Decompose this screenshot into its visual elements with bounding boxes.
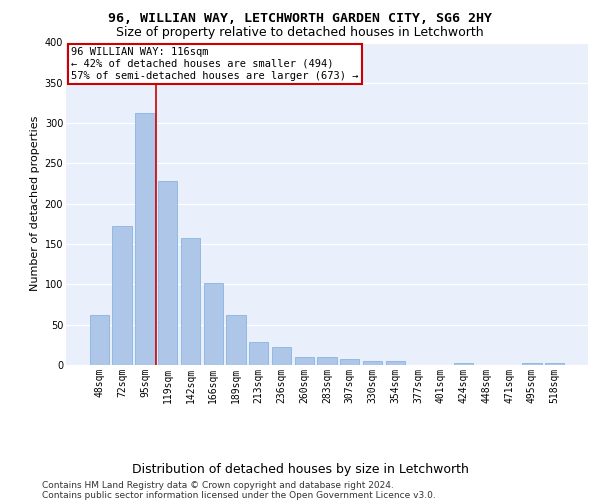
Bar (522, 364, 542, 365)
Y-axis label: Number of detached properties: Number of detached properties (31, 116, 40, 292)
Bar (317, 357, 337, 365)
Bar (295, 357, 314, 365)
Bar (363, 361, 382, 365)
Text: Contains HM Land Registry data © Crown copyright and database right 2024.: Contains HM Land Registry data © Crown c… (42, 481, 394, 490)
Text: Distribution of detached houses by size in Letchworth: Distribution of detached houses by size … (131, 462, 469, 475)
Text: 96, WILLIAN WAY, LETCHWORTH GARDEN CITY, SG6 2HY: 96, WILLIAN WAY, LETCHWORTH GARDEN CITY,… (108, 12, 492, 26)
Bar (90, 315, 109, 365)
Bar (340, 360, 359, 365)
Bar (454, 362, 473, 365)
Bar (203, 283, 223, 365)
Text: Contains public sector information licensed under the Open Government Licence v3: Contains public sector information licen… (42, 491, 436, 500)
Bar (272, 348, 291, 365)
Bar (226, 315, 245, 365)
Text: Size of property relative to detached houses in Letchworth: Size of property relative to detached ho… (116, 26, 484, 39)
Bar (386, 361, 405, 365)
Text: 96 WILLIAN WAY: 116sqm
← 42% of detached houses are smaller (494)
57% of semi-de: 96 WILLIAN WAY: 116sqm ← 42% of detached… (71, 48, 359, 80)
Bar (135, 112, 155, 365)
Bar (249, 342, 268, 365)
Bar (158, 181, 178, 365)
Bar (181, 238, 200, 365)
Bar (545, 364, 564, 365)
Bar (112, 226, 132, 365)
